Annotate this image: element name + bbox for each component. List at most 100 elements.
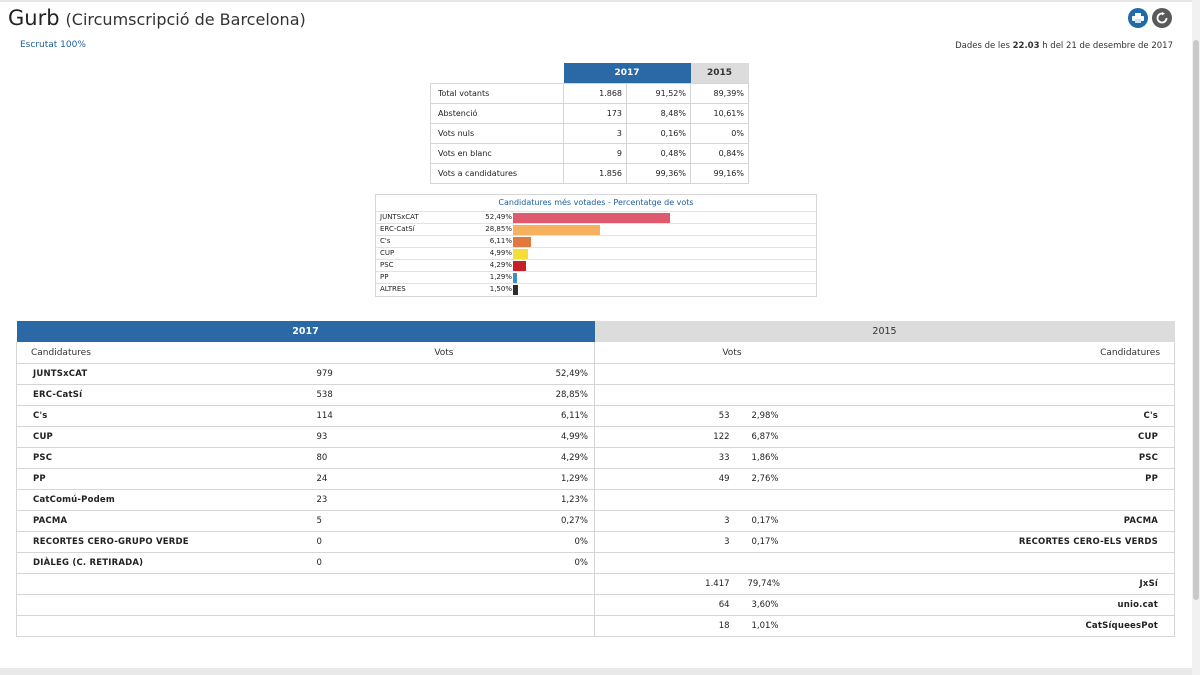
votes-2015: 33 — [594, 447, 748, 469]
summary-header-2017: 2017 — [563, 63, 691, 84]
chart-category-label: PSC — [380, 261, 394, 269]
table-row: ERC-CatSí 538 28,85% — [16, 384, 1176, 406]
summary-pct-2015: 0% — [690, 123, 749, 144]
summary-row: Total votants 1.868 91,52% 89,39% — [430, 83, 749, 104]
results-header-2017: 2017 — [16, 321, 595, 342]
col-candidatures-2017: Candidatures — [16, 342, 317, 364]
candidature-name-2015 — [898, 489, 1176, 511]
pct-2015: 6,87% — [747, 426, 899, 448]
candidature-name-2017: C's — [16, 405, 317, 427]
pct-2017: 0% — [457, 552, 596, 574]
votes-2015: 18 — [594, 615, 748, 637]
table-row: JUNTSxCAT 979 52,49% — [16, 363, 1176, 385]
pct-2017: 6,11% — [457, 405, 596, 427]
pct-2015 — [747, 552, 899, 574]
candidature-name-2017: PP — [16, 468, 317, 490]
summary-pct-2017: 8,48% — [626, 103, 691, 124]
chart-category-label: CUP — [380, 249, 395, 257]
pct-2015: 79,74% — [747, 573, 899, 595]
votes-2017 — [316, 594, 458, 616]
candidature-name-2015: PACMA — [898, 510, 1176, 532]
chart-value-label: 1,50% — [489, 285, 512, 293]
chart-title: Candidatures més votades - Percentatge d… — [498, 198, 694, 207]
votes-2015: 3 — [594, 531, 748, 553]
candidature-name-2017: RECORTES CERO-GRUPO VERDE — [16, 531, 317, 553]
summary-label: Vots a candidatures — [430, 163, 564, 184]
candidature-name-2015: CatSíqueesPot — [898, 615, 1176, 637]
chart-bar — [513, 237, 532, 247]
summary-pct-2015: 99,16% — [690, 163, 749, 184]
pct-2017: 1,29% — [457, 468, 596, 490]
pct-2017: 0,27% — [457, 510, 596, 532]
chart-row: C's 6,11% — [376, 235, 816, 248]
votes-2015: 64 — [594, 594, 748, 616]
summary-label: Vots en blanc — [430, 143, 564, 164]
pct-2017: 0% — [457, 531, 596, 553]
candidature-name-2017 — [16, 615, 317, 637]
votes-2017: 23 — [316, 489, 458, 511]
pct-2015 — [747, 384, 899, 406]
summary-pct-2015: 0,84% — [690, 143, 749, 164]
votes-2017: 24 — [316, 468, 458, 490]
summary-pct-2015: 89,39% — [690, 83, 749, 104]
summary-votes-2017: 3 — [563, 123, 627, 144]
scrollbar-thumb[interactable] — [1193, 40, 1199, 600]
summary-pct-2017: 91,52% — [626, 83, 691, 104]
candidature-name-2015: RECORTES CERO-ELS VERDS — [898, 531, 1176, 553]
votes-2017: 80 — [316, 447, 458, 469]
candidature-name-2017 — [16, 594, 317, 616]
pct-2017 — [457, 573, 596, 595]
summary-votes-2017: 1.868 — [563, 83, 627, 104]
header-actions — [1128, 8, 1172, 28]
print-icon[interactable] — [1128, 8, 1148, 28]
chart-bar — [513, 213, 671, 223]
data-timestamp: Dades de les 22.03 h del 21 de desembre … — [955, 41, 1173, 51]
table-row: CUP 93 4,99% 122 6,87% CUP — [16, 426, 1176, 448]
circumscription-name: (Circumscripció de Barcelona) — [65, 10, 306, 29]
chart-bar — [513, 285, 518, 295]
table-row: C's 114 6,11% 53 2,98% C's — [16, 405, 1176, 427]
candidature-name-2015: PSC — [898, 447, 1176, 469]
pct-2017: 28,85% — [457, 384, 596, 406]
summary-header-2015: 2015 — [690, 63, 749, 84]
candidature-name-2017: JUNTSxCAT — [16, 363, 317, 385]
candidature-name-2015 — [898, 363, 1176, 385]
timestamp-suffix: h del 21 de desembre de 2017 — [1039, 41, 1173, 51]
turnout-summary-table: 2017 2015 Total votants 1.868 91,52% 89,39%… — [430, 63, 749, 184]
votes-2015: 49 — [594, 468, 748, 490]
summary-pct-2017: 0,48% — [626, 143, 691, 164]
summary-votes-2017: 173 — [563, 103, 627, 124]
chart-value-label: 52,49% — [485, 213, 512, 221]
col-candidatures-2015: Candidatures — [898, 342, 1176, 364]
pct-2017: 4,29% — [457, 447, 596, 469]
summary-label: Total votants — [430, 83, 564, 104]
chart-row: CUP 4,99% — [376, 247, 816, 260]
candidature-name-2017: ERC-CatSí — [16, 384, 317, 406]
table-row: 1.417 79,74% JxSí — [16, 573, 1176, 595]
chart-row: ERC-CatSí 28,85% — [376, 223, 816, 236]
candidature-name-2017: PSC — [16, 447, 317, 469]
municipality-name: Gurb — [8, 6, 60, 30]
table-row: 64 3,60% unio.cat — [16, 594, 1176, 616]
votes-2017: 93 — [316, 426, 458, 448]
candidature-name-2017: CUP — [16, 426, 317, 448]
summary-row: Vots nuls 3 0,16% 0% — [430, 123, 749, 144]
summary-pct-2015: 10,61% — [690, 103, 749, 124]
pct-2015: 0,17% — [747, 531, 899, 553]
summary-row: Abstenció 173 8,48% 10,61% — [430, 103, 749, 124]
pct-2015: 1,86% — [747, 447, 899, 469]
chart-row: PSC 4,29% — [376, 259, 816, 272]
votes-2017: 0 — [316, 552, 458, 574]
refresh-icon[interactable] — [1152, 8, 1172, 28]
votes-2017 — [316, 615, 458, 637]
timestamp-prefix: Dades de les — [955, 41, 1013, 51]
chart-bar — [513, 249, 528, 259]
chart-value-label: 1,29% — [489, 273, 512, 281]
pct-2017 — [457, 615, 596, 637]
summary-row: Vots en blanc 9 0,48% 0,84% — [430, 143, 749, 164]
timestamp-hour: 22.03 — [1012, 41, 1040, 51]
bottom-bar — [0, 668, 1200, 675]
count-status: Escrutat 100% — [20, 40, 86, 50]
chart-bar — [513, 273, 517, 283]
scrollbar[interactable] — [1192, 0, 1200, 675]
